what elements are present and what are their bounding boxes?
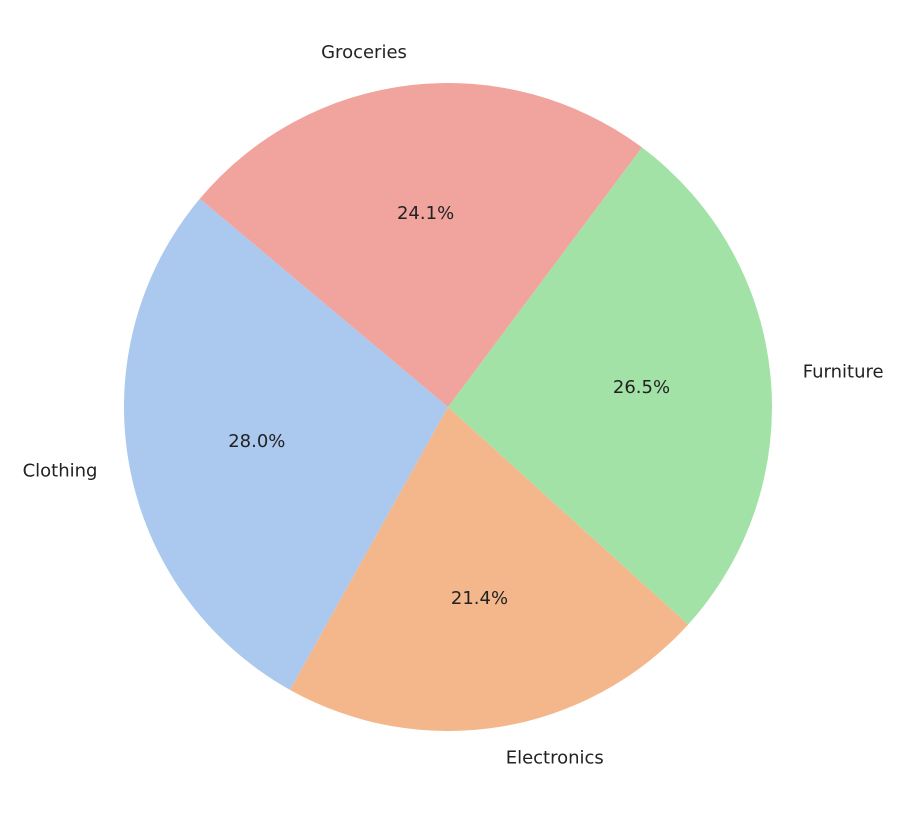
percent-label: 28.0% (228, 431, 285, 452)
slice-label: Groceries (321, 42, 407, 63)
percent-label: 26.5% (613, 377, 670, 398)
pie-slice (448, 147, 772, 625)
pie-slice (289, 407, 689, 731)
pie-slice (123, 198, 448, 690)
slice-label: Electronics (506, 748, 604, 769)
slice-label: Clothing (23, 460, 98, 481)
percent-label: 24.1% (397, 203, 454, 224)
percent-label: 21.4% (451, 588, 508, 609)
slice-label: Furniture (803, 362, 884, 383)
pie-slice (199, 83, 642, 408)
